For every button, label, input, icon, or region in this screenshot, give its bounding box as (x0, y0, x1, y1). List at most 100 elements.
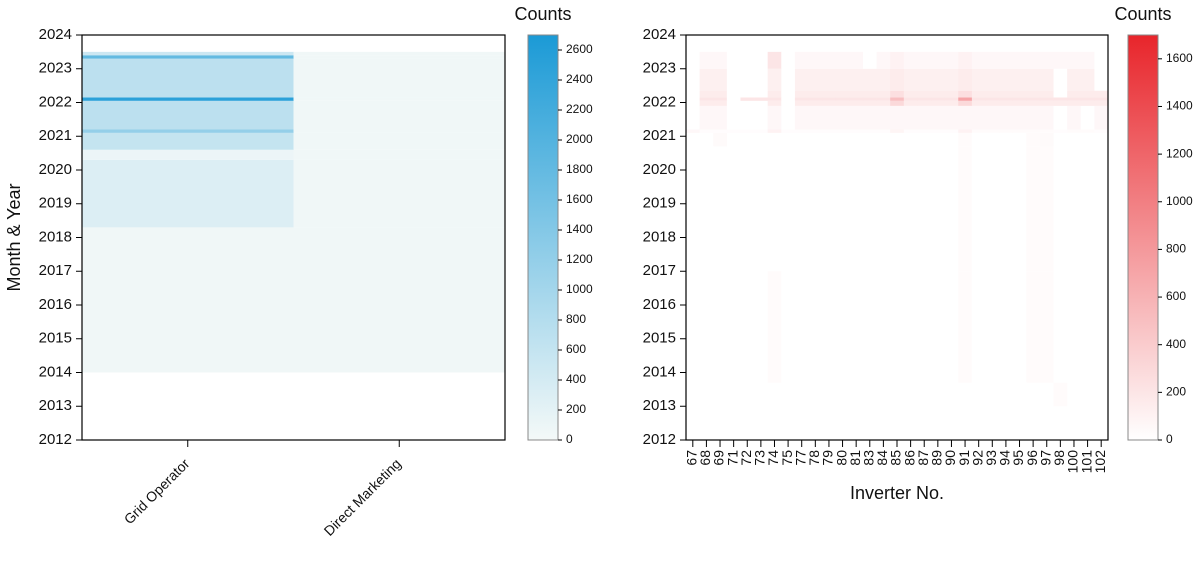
x-tick-label: 79 (820, 450, 836, 466)
heat-cell (999, 382, 1014, 407)
heat-cell (917, 271, 932, 383)
heat-cell (903, 271, 918, 383)
heat-cell (999, 105, 1014, 130)
heat-cell (958, 100, 973, 106)
heat-cell (999, 97, 1014, 101)
heat-cell (781, 90, 796, 98)
heat-cell (849, 100, 864, 106)
heat-cell (781, 68, 796, 91)
heat-cell (1026, 132, 1041, 147)
y-tick-label: 2013 (643, 397, 676, 414)
heat-cell (781, 129, 796, 133)
heat-cell (944, 105, 959, 130)
x-tick-label: 86 (901, 450, 917, 466)
heat-cell (82, 159, 294, 228)
heat-cell (726, 105, 741, 130)
heat-cell (699, 97, 714, 101)
heat-cell (794, 97, 809, 101)
heat-cell (944, 97, 959, 101)
heat-cell (699, 100, 714, 106)
heat-cell (1067, 132, 1082, 147)
y-tick-label: 2013 (39, 397, 72, 414)
heat-cell (1012, 271, 1027, 383)
x-tick-label: 72 (738, 450, 754, 466)
y-tick-label: 2012 (643, 431, 676, 448)
heat-cell (903, 105, 918, 130)
heat-cell (293, 227, 506, 373)
heat-cell (822, 105, 837, 130)
colorbar-tick-label: 2600 (566, 42, 593, 56)
heat-cell (686, 105, 700, 130)
colorbar-tick-label: 0 (1166, 432, 1173, 446)
heat-cell (917, 100, 932, 106)
heat-cell (1012, 97, 1027, 101)
heat-cell (849, 51, 864, 69)
heat-cell (82, 97, 294, 101)
heat-cell (835, 51, 850, 69)
heat-cell (293, 149, 506, 160)
colorbar-tick-label: 600 (566, 342, 586, 356)
heat-cell (740, 90, 755, 98)
y-tick-label: 2023 (643, 60, 676, 77)
heat-cell (985, 146, 1000, 272)
heat-cell (1039, 382, 1054, 407)
heat-cell (822, 129, 837, 133)
y-tick-label: 2021 (643, 127, 676, 144)
heat-cell (767, 97, 782, 101)
x-tick-label: 87 (915, 450, 931, 466)
heat-cell (686, 129, 700, 133)
x-tick-label: 68 (697, 450, 713, 466)
heat-cell (985, 132, 1000, 147)
heat-cell (1012, 100, 1027, 106)
x-tick-label: 102 (1092, 450, 1108, 474)
heat-cell (876, 68, 891, 91)
colorbar-tick-label: 1400 (1166, 99, 1193, 113)
heat-cell (835, 105, 850, 130)
heat-cell (293, 132, 506, 150)
x-tick-label: 97 (1037, 450, 1053, 466)
heat-cell (1067, 146, 1082, 272)
heat-cell (1039, 271, 1054, 383)
heat-cell (781, 146, 796, 272)
heat-cell (808, 97, 823, 101)
heat-cell (1080, 382, 1095, 407)
heat-cell (835, 97, 850, 101)
heat-cell (971, 382, 986, 407)
heat-cell (903, 68, 918, 91)
heat-cell (293, 129, 506, 133)
heat-cell (1080, 51, 1095, 69)
heat-cell (917, 382, 932, 407)
heat-cell (781, 105, 796, 130)
heat-cell (849, 68, 864, 91)
heat-cell (931, 146, 945, 272)
heat-cell (1080, 100, 1095, 106)
heat-cell (713, 129, 728, 133)
y-tick-label: 2018 (643, 228, 676, 245)
chart-panel: 2012 2013 2014 2015 2016 2017 2018 2019 2020 2021… (643, 4, 1193, 503)
heat-cell (293, 58, 506, 98)
heat-cell (862, 97, 877, 101)
heat-cell (862, 90, 877, 98)
heat-cell (699, 51, 714, 69)
heat-cell (971, 97, 986, 101)
x-tick-label: 71 (724, 450, 740, 466)
heat-cell (876, 271, 891, 383)
heat-cell (944, 100, 959, 106)
heat-cell (862, 132, 877, 147)
heat-cell (958, 51, 973, 69)
heat-cell (1094, 100, 1109, 106)
x-axis-title: Inverter No. (850, 483, 944, 503)
heat-cell (1026, 105, 1041, 130)
heat-cell (999, 100, 1014, 106)
heat-cell (754, 90, 768, 98)
x-tick-label: 83 (860, 450, 876, 466)
heat-cell (944, 132, 959, 147)
heat-cell (1080, 271, 1095, 383)
x-tick-label: 98 (1051, 450, 1067, 466)
heat-cell (862, 271, 877, 383)
heat-cell (890, 132, 905, 147)
heat-cell (82, 132, 294, 150)
heat-cell (876, 129, 891, 133)
heat-cell (1053, 146, 1068, 272)
